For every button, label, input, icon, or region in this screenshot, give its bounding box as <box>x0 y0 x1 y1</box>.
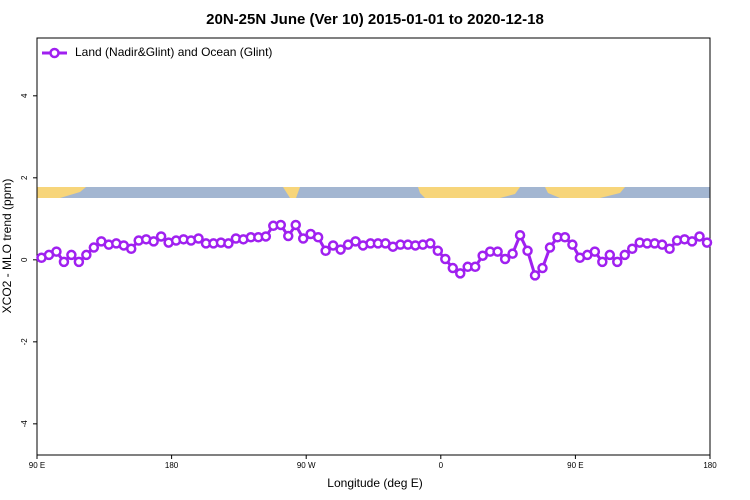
y-tick-label: -4 <box>20 420 29 428</box>
point <box>499 253 511 265</box>
land <box>418 187 520 198</box>
point <box>507 248 518 259</box>
point <box>440 253 451 265</box>
point <box>350 236 361 247</box>
point <box>447 262 459 274</box>
legend-label: Land (Nadir&Glint) and Ocean (Glint) <box>75 45 272 59</box>
point <box>297 233 309 244</box>
point <box>320 245 331 257</box>
point <box>155 231 167 242</box>
land <box>545 187 625 198</box>
point <box>701 237 713 248</box>
y-tick-label: -2 <box>20 338 29 346</box>
point <box>81 249 92 261</box>
point <box>619 249 631 261</box>
point <box>664 243 675 255</box>
x-tick-label: 180 <box>703 461 717 470</box>
map-strip <box>37 187 710 198</box>
point <box>694 231 705 242</box>
point <box>335 244 346 255</box>
point <box>529 270 541 281</box>
legend-marker <box>49 47 60 59</box>
ocean-band <box>37 187 710 198</box>
series-line <box>40 222 708 279</box>
point <box>312 232 324 243</box>
point <box>432 245 444 257</box>
point <box>275 219 287 231</box>
point <box>223 238 234 249</box>
point <box>283 230 294 242</box>
point <box>290 219 301 231</box>
land <box>37 187 86 198</box>
point <box>327 240 339 251</box>
point <box>492 246 503 257</box>
point <box>656 239 668 250</box>
point <box>148 236 159 247</box>
x-tick-label: 90 W <box>297 461 316 470</box>
point <box>425 238 436 249</box>
point <box>522 245 533 257</box>
point <box>544 242 556 253</box>
point <box>612 256 623 268</box>
point <box>514 229 526 241</box>
y-tick-label: 0 <box>20 257 29 262</box>
point <box>454 268 466 279</box>
y-axis-label: XCO2 - MLO trend (ppm) <box>0 179 14 314</box>
point <box>559 232 571 243</box>
point <box>604 249 616 261</box>
point <box>125 243 137 255</box>
point <box>469 261 481 273</box>
y-tick-label: 2 <box>20 175 29 180</box>
x-axis-label: Longitude (deg E) <box>327 476 422 490</box>
x-tick-label: 90 E <box>29 461 45 470</box>
point <box>686 236 698 247</box>
point <box>589 246 601 257</box>
x-tick-label: 90 E <box>567 461 583 470</box>
point <box>73 256 85 268</box>
point <box>626 243 638 255</box>
land <box>283 187 300 198</box>
point <box>537 262 548 274</box>
point <box>477 250 488 261</box>
x-tick-label: 0 <box>439 461 444 470</box>
point <box>597 256 608 268</box>
point <box>58 256 70 268</box>
y-tick-label: 4 <box>20 93 29 98</box>
point <box>193 233 204 244</box>
chart-title: 20N-25N June (Ver 10) 2015-01-01 to 2020… <box>206 11 544 28</box>
point <box>51 246 62 257</box>
x-tick-label: 180 <box>165 461 179 470</box>
point <box>88 242 100 253</box>
point <box>260 231 272 242</box>
point <box>567 239 578 250</box>
point <box>66 249 77 261</box>
